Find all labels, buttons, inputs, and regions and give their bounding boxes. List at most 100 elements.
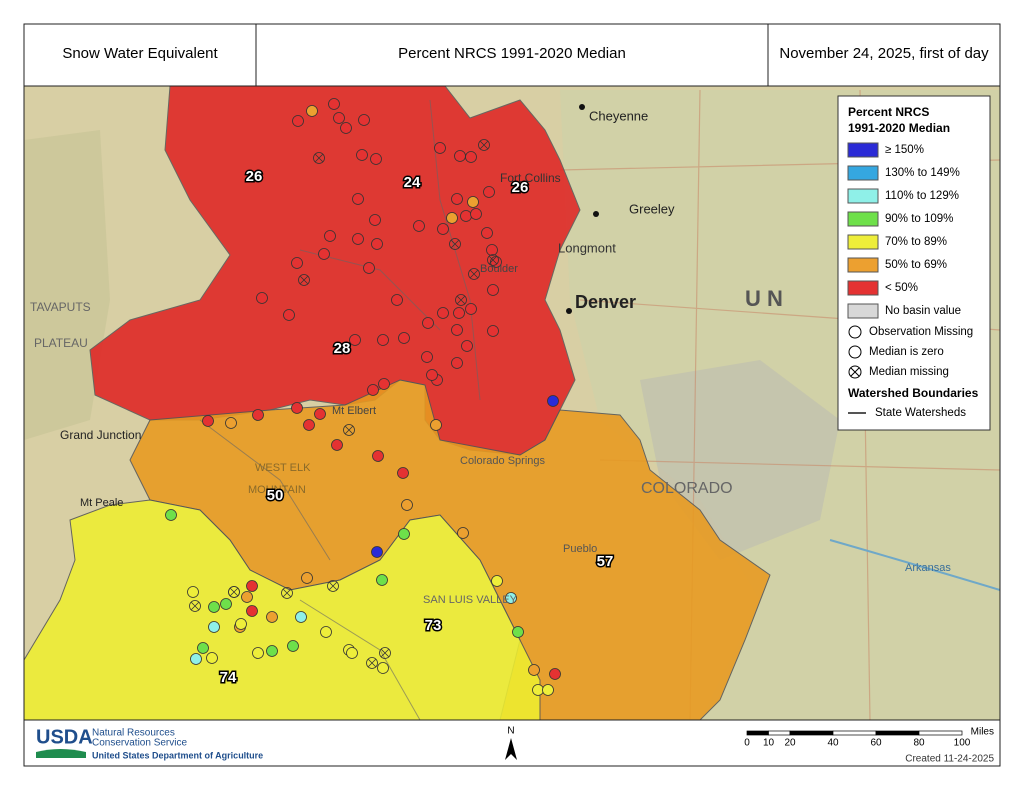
station — [295, 611, 307, 623]
map-area: Cheyenne Fort Collins Greeley Longmont Bould… — [24, 86, 1000, 720]
station-median-missing — [189, 600, 201, 612]
scale-label: 100 — [954, 738, 971, 749]
header-left: Snow Water Equivalent — [62, 45, 218, 62]
station — [547, 395, 559, 407]
place-label: Denver — [575, 292, 636, 312]
scale-segment — [789, 730, 834, 736]
place-label: SAN LUIS VALLEY — [423, 594, 518, 606]
station — [225, 417, 237, 429]
station — [197, 642, 209, 654]
legend-swatch — [847, 188, 879, 204]
station-cross — [282, 588, 292, 598]
station — [252, 647, 264, 659]
station — [252, 409, 264, 421]
station — [451, 324, 463, 336]
station — [397, 467, 409, 479]
legend-label: 130% to 149% — [885, 167, 960, 179]
station — [287, 640, 299, 652]
station — [437, 307, 449, 319]
station — [190, 653, 202, 665]
place-label: Mt Peale — [80, 497, 123, 509]
basin-value: 26 — [512, 179, 529, 196]
station — [512, 626, 524, 638]
station — [291, 402, 303, 414]
legend-label: Median is zero — [869, 346, 944, 358]
station — [451, 357, 463, 369]
legend-symbol — [848, 325, 862, 339]
legend-title: Percent NRCS — [848, 105, 929, 119]
city-dot — [593, 211, 599, 217]
place-label: TAVAPUTS — [30, 300, 91, 314]
basin-value: 57 — [597, 553, 614, 570]
station — [549, 668, 561, 680]
station — [421, 351, 433, 363]
station — [470, 208, 482, 220]
legend-label: 90% to 109% — [885, 213, 953, 225]
place-label: Mt Elbert — [332, 405, 376, 417]
header-center: Percent NRCS 1991-2020 Median — [398, 45, 626, 62]
scale-segment — [918, 730, 963, 736]
station-cross — [190, 601, 200, 611]
station — [491, 575, 503, 587]
legend-swatch — [847, 142, 879, 158]
station — [413, 220, 425, 232]
station — [430, 419, 442, 431]
station-cross — [488, 255, 498, 265]
scale-label: 80 — [913, 738, 925, 749]
basin-yellow — [24, 499, 541, 720]
station — [306, 105, 318, 117]
legend-swatch — [847, 257, 879, 273]
station — [256, 292, 268, 304]
station-cross — [456, 295, 466, 305]
station-cross — [299, 275, 309, 285]
station — [486, 244, 498, 256]
city-dot — [566, 308, 572, 314]
station-cross — [450, 239, 460, 249]
station — [363, 262, 375, 274]
place-label: PLATEAU — [34, 336, 88, 350]
station — [246, 580, 258, 592]
stations — [165, 98, 561, 696]
station — [370, 153, 382, 165]
usda-logo: USDA — [36, 726, 93, 748]
station — [422, 317, 434, 329]
station — [446, 212, 458, 224]
station — [532, 684, 544, 696]
station — [401, 499, 413, 511]
station — [377, 334, 389, 346]
basin-labels: 26 24 26 28 50 57 73 74 — [218, 166, 615, 687]
station — [457, 527, 469, 539]
station — [542, 684, 554, 696]
station — [356, 149, 368, 161]
legend-cross — [850, 367, 860, 377]
scale-segment — [768, 730, 791, 736]
station — [208, 601, 220, 613]
station — [487, 284, 499, 296]
legend-label: Median missing — [869, 366, 949, 378]
station-cross — [469, 269, 479, 279]
agency: Natural Resources — [92, 728, 175, 739]
station — [426, 369, 438, 381]
station — [187, 586, 199, 598]
basin-value: 50 — [267, 487, 284, 504]
legend-label: No basin value — [885, 305, 961, 317]
scale-label: 10 — [763, 738, 775, 749]
place-label: Colorado Springs — [460, 455, 545, 467]
station — [367, 384, 379, 396]
scale-label: 40 — [827, 738, 839, 749]
station — [352, 233, 364, 245]
station-cross — [314, 153, 324, 163]
station — [398, 528, 410, 540]
station-cross — [479, 140, 489, 150]
department: United States Department of Agriculture — [92, 750, 263, 760]
station — [301, 572, 313, 584]
station — [331, 439, 343, 451]
north-label: N — [507, 726, 514, 737]
legend-swatch — [847, 303, 879, 319]
place-label: Arkansas — [905, 562, 951, 574]
legend: Percent NRCS 1991-2020 Median ≥ 150% 130%… — [837, 95, 991, 431]
station-median-missing — [455, 294, 467, 306]
station-median-missing — [298, 274, 310, 286]
station — [437, 223, 449, 235]
